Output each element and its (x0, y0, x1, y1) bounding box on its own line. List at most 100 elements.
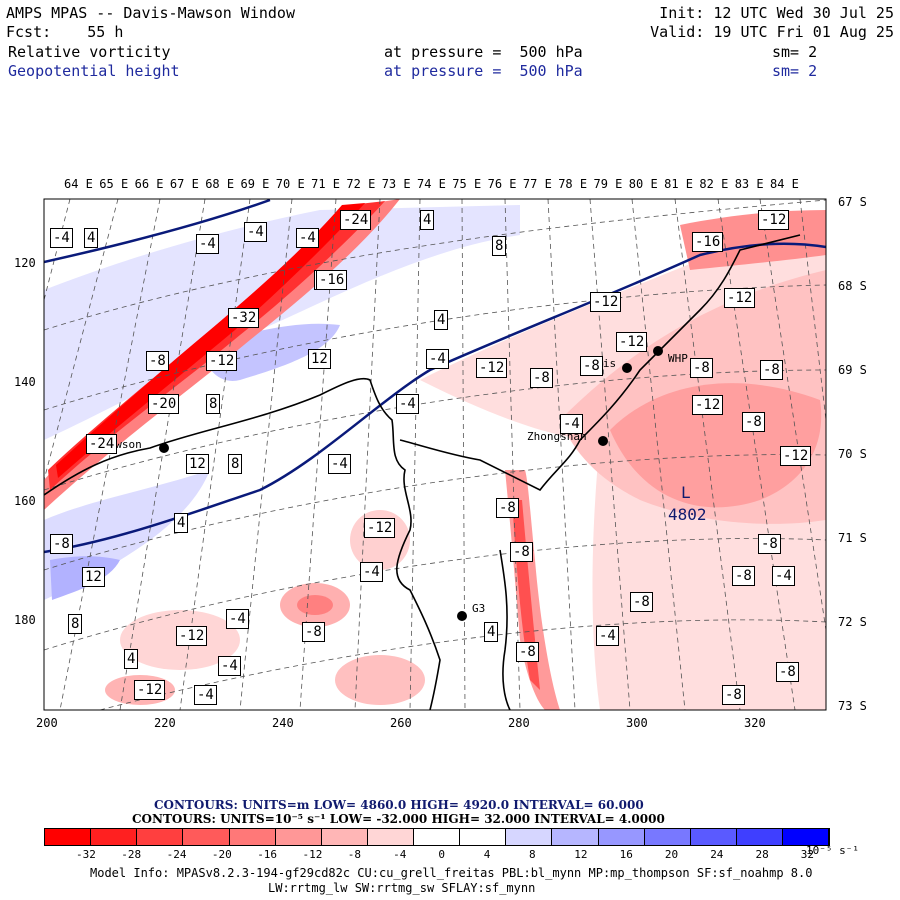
colorbar-swatch (275, 829, 322, 845)
longitude-label: 70 E (275, 177, 305, 191)
y-tick-label: 180 (14, 613, 36, 627)
contour-label: -12 (616, 332, 648, 352)
contour-label: -8 (758, 534, 781, 554)
colorbar-swatch (506, 829, 553, 845)
longitude-label: 67 E (169, 177, 199, 191)
longitude-label: 64 E (64, 177, 93, 191)
latitude-label: 71 S (838, 531, 867, 545)
contour-label: -8 (530, 368, 553, 388)
colorbar-label: 16 (619, 848, 633, 861)
contour-label: -8 (580, 356, 603, 376)
contour-label: -8 (50, 534, 73, 554)
contour-label: 8 (68, 614, 83, 634)
colorbar-label: 8 (529, 848, 536, 861)
colorbar-swatch (460, 829, 507, 845)
colorbar-label: -24 (166, 848, 187, 861)
model-info-line1: Model Info: MPASv8.2.3-194-gf29cd82c CU:… (90, 866, 813, 880)
valid-time: Valid: 19 UTC Fri 01 Aug 25 (650, 23, 894, 41)
colorbar-swatch (137, 829, 184, 845)
contour-label: 4 (84, 228, 99, 248)
colorbar-swatch (367, 829, 414, 845)
contour-label: -12 (206, 351, 238, 371)
contour-label: -4 (596, 626, 619, 646)
contour-label: -24 (340, 210, 372, 230)
colorbar (44, 828, 830, 846)
colorbar-label: -12 (302, 848, 323, 861)
y-tick-label: 160 (14, 494, 36, 508)
colorbar-label: -20 (211, 848, 232, 861)
contour-label: -12 (476, 358, 508, 378)
longitude-label: 77 E (522, 177, 552, 191)
x-tick-label: 240 (272, 716, 294, 730)
smooth2-label: sm= 2 (772, 62, 818, 80)
contour-label: 12 (308, 349, 331, 369)
x-tick-label: 260 (390, 716, 412, 730)
colorbar-label: -32 (76, 848, 96, 861)
latitude-label: 67 S (838, 195, 867, 209)
contour-label: -8 (496, 498, 519, 518)
longitude-label: 81 E (664, 177, 693, 191)
colorbar-label: -8 (347, 848, 362, 861)
latitude-label: 72 S (838, 615, 867, 629)
station-zhongshan-marker (598, 436, 608, 446)
colorbar-swatch (229, 829, 276, 845)
contour-label: -8 (732, 566, 755, 586)
colorbar-swatch (321, 829, 368, 845)
longitude-label: 78 E (558, 177, 588, 191)
x-tick-label: 200 (36, 716, 58, 730)
contour-label: -12 (134, 680, 166, 700)
longitude-label: 80 E (628, 177, 658, 191)
x-tick-label: 280 (508, 716, 530, 730)
plot-title: AMPS MPAS -- Davis-Mawson Window (6, 4, 295, 22)
latitude-label: 70 S (838, 447, 867, 461)
longitude-label: 73 E (381, 177, 411, 191)
contour-label: 4 (484, 622, 499, 642)
contour-label: 4 (124, 649, 139, 669)
colorbar-swatch (690, 829, 737, 845)
contour-label: 12 (82, 567, 105, 587)
colorbar-label: 12 (574, 848, 588, 861)
longitude-label: 76 E (487, 177, 517, 191)
colorbar-swatch (91, 829, 138, 845)
contour-label: -12 (590, 292, 622, 312)
contour-label: 4 (420, 210, 435, 230)
contour-label: -12 (758, 210, 790, 230)
station-mawson-marker (159, 443, 169, 453)
longitude-label: 69 E (240, 177, 270, 191)
colorbar-swatch (644, 829, 691, 845)
station-davis-marker (622, 363, 632, 373)
contour-label: -8 (630, 592, 653, 612)
colorbar-label: 0 (438, 848, 446, 861)
colorbar-swatch (783, 829, 830, 845)
contour-label: 12 (186, 454, 209, 474)
contour-label: -12 (692, 395, 724, 415)
contour-label: -12 (176, 626, 208, 646)
longitude-label: 71 E (311, 177, 340, 191)
colorbar-swatch (414, 829, 461, 845)
colorbar-swatch (598, 829, 645, 845)
longitude-label: 66 E (134, 177, 164, 191)
forecast-hour: Fcst: 55 h (6, 23, 124, 41)
colorbar-swatch (183, 829, 230, 845)
longitude-label: 83 E (734, 177, 764, 191)
contour-label: -24 (86, 434, 118, 454)
latitude-label: 73 S (838, 699, 867, 713)
longitude-label: 75 E (452, 177, 482, 191)
colorbar-label: 32 (800, 848, 815, 861)
low-center-symbol: L (681, 483, 691, 502)
contour-label: -8 (776, 662, 799, 682)
y-tick-label: 140 (14, 375, 36, 389)
contour-label: -12 (364, 518, 396, 538)
contour-label: 4 (174, 513, 189, 533)
contour-label: -4 (196, 234, 219, 254)
contour-label: -8 (302, 622, 325, 642)
latitude-label: 68 S (838, 279, 867, 293)
contour-label: -4 (772, 566, 795, 586)
contour-label: -4 (560, 414, 583, 434)
contour-label: 4 (434, 310, 449, 330)
x-tick-label: 300 (626, 716, 648, 730)
init-time: Init: 12 UTC Wed 30 Jul 25 (659, 4, 894, 22)
longitude-label: 74 E (417, 177, 446, 191)
contour-label: -16 (692, 232, 724, 252)
contour-label: -16 (316, 270, 348, 290)
